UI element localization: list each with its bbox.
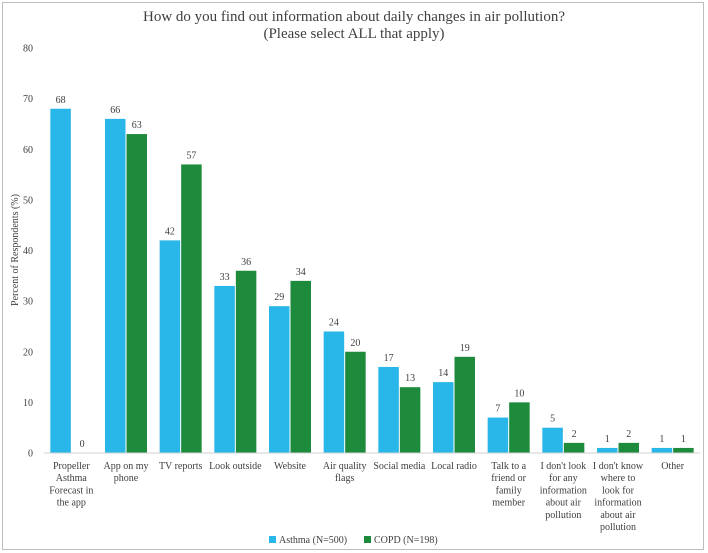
category-label: friend or	[491, 473, 526, 484]
category-label: family	[496, 485, 522, 496]
chart-title: How do you find out information about da…	[143, 9, 565, 25]
data-label: 13	[405, 373, 415, 384]
data-label: 36	[241, 257, 251, 268]
data-label: 17	[384, 353, 394, 364]
bar-asthma	[433, 382, 454, 453]
data-label: 19	[460, 343, 470, 354]
bar-asthma	[214, 285, 235, 453]
category-label: Look outside	[209, 461, 262, 472]
category-label: Website	[274, 461, 307, 472]
data-label: 14	[438, 368, 448, 379]
data-label: 34	[296, 267, 306, 278]
y-axis-label: Percent of Respondents (%)	[10, 194, 21, 306]
data-label: 68	[56, 95, 66, 106]
bar-copd	[399, 387, 421, 453]
bar-copd	[290, 280, 311, 453]
bar-asthma	[487, 417, 509, 453]
chart-subtitle: (Please select ALL that apply)	[263, 26, 444, 42]
category-label: Talk to a	[491, 461, 526, 472]
data-label: 33	[220, 272, 230, 283]
data-label: 5	[550, 414, 555, 425]
category-label: for any	[549, 473, 578, 484]
category-label: Social media	[373, 461, 425, 472]
y-tick-label: 70	[23, 94, 33, 105]
data-label: 42	[165, 226, 175, 237]
bar-asthma	[269, 306, 290, 453]
category-label: Local radio	[431, 461, 477, 472]
category-label: where to	[601, 473, 636, 484]
bar-copd	[509, 402, 530, 453]
bar-copd	[345, 351, 366, 453]
y-axis: 0 10 20 30 40 50 60 70 80	[23, 44, 33, 460]
y-tick-label: 30	[23, 297, 33, 308]
category-label: Forecast in	[49, 485, 93, 496]
bar-asthma	[159, 240, 181, 453]
category-label: the app	[57, 498, 86, 509]
y-tick-label: 0	[28, 449, 33, 460]
bar-asthma	[105, 118, 126, 453]
bar-asthma	[597, 447, 618, 453]
data-label: 1	[681, 434, 686, 445]
category-label: I don't look	[540, 461, 586, 472]
legend-swatch	[364, 536, 371, 543]
bar-asthma	[50, 108, 71, 453]
data-label: 2	[626, 429, 631, 440]
category-label: Other	[661, 461, 684, 472]
data-label: 57	[186, 150, 196, 161]
category-label: phone	[114, 473, 139, 484]
legend-label: COPD (N=198)	[374, 535, 438, 546]
bar-copd	[181, 164, 202, 453]
bar-copd	[454, 356, 475, 453]
data-label: 63	[132, 120, 142, 131]
category-label: member	[492, 498, 525, 509]
data-label: 10	[514, 388, 524, 399]
legend-swatch	[269, 536, 276, 543]
y-tick-label: 10	[23, 398, 33, 409]
data-label: 2	[572, 429, 577, 440]
category-label: about air	[546, 498, 582, 509]
bar-copd	[618, 442, 639, 453]
bar-asthma	[651, 447, 673, 453]
y-tick-label: 50	[23, 195, 33, 206]
data-label: 20	[350, 338, 360, 349]
category-label: TV reports	[159, 461, 203, 472]
bar-copd	[563, 442, 585, 453]
y-tick-label: 40	[23, 246, 33, 257]
data-label: 24	[329, 318, 339, 329]
data-label: 1	[659, 434, 664, 445]
category-label: pollution	[600, 522, 636, 533]
data-label: 29	[274, 292, 284, 303]
category-label: Air quality	[323, 461, 367, 472]
bar-copd	[673, 447, 694, 453]
bar-copd	[126, 134, 147, 453]
category-label: look for	[602, 485, 635, 496]
category-label: information	[540, 485, 587, 496]
y-tick-label: 60	[23, 145, 33, 156]
data-label: 66	[110, 105, 120, 116]
category-label: Propeller	[53, 461, 90, 472]
legend-label: Asthma (N=500)	[279, 535, 347, 546]
bar-asthma	[378, 366, 399, 453]
data-label: 1	[605, 434, 610, 445]
category-label: I don't know	[593, 461, 644, 472]
bar-asthma	[323, 331, 345, 453]
category-label: about air	[600, 510, 636, 521]
category-label: App on my	[104, 461, 149, 472]
data-label: 0	[80, 439, 85, 450]
category-label: pollution	[545, 510, 581, 521]
y-tick-label: 20	[23, 347, 33, 358]
category-label: Asthma	[56, 473, 88, 484]
legend: Asthma (N=500) COPD (N=198)	[269, 535, 438, 546]
bar-asthma	[542, 427, 563, 453]
bar-copd	[235, 270, 257, 453]
category-label: information	[594, 498, 641, 509]
data-label: 7	[495, 404, 500, 415]
category-label: flags	[335, 473, 355, 484]
y-tick-label: 80	[23, 44, 33, 55]
